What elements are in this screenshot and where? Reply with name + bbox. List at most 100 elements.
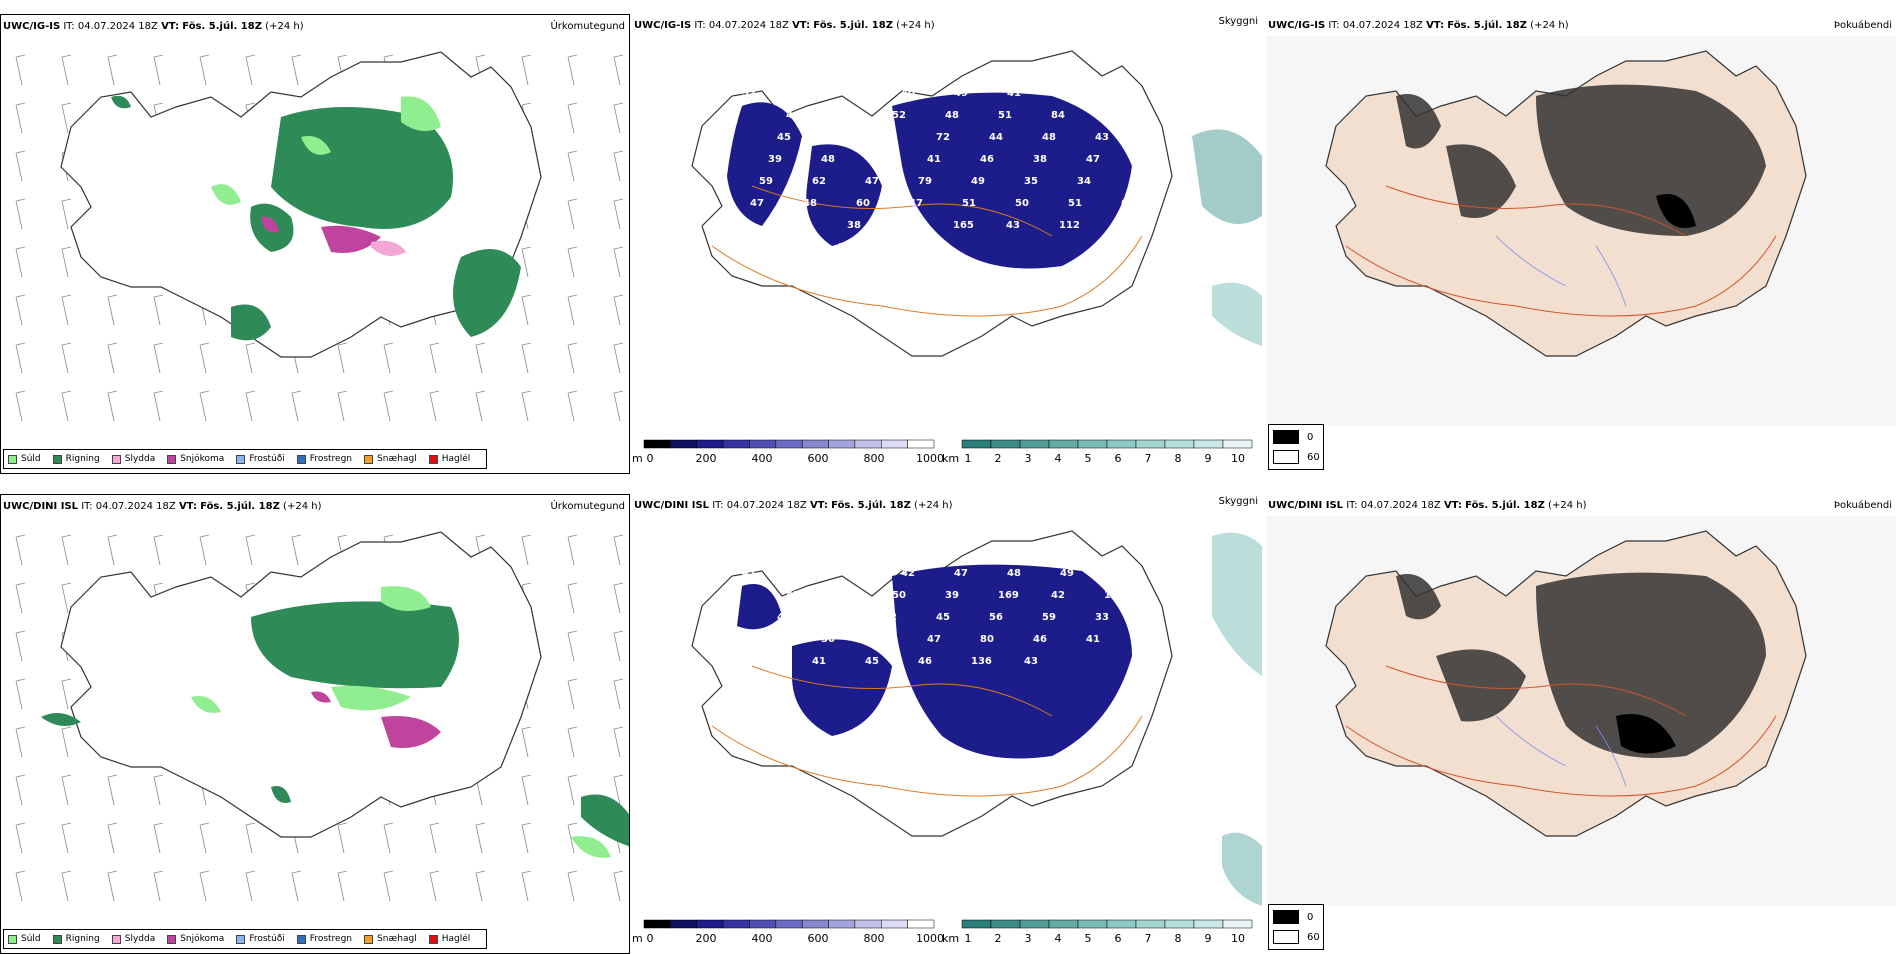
cloud-base-value: 39 <box>945 590 959 601</box>
road-network <box>711 185 1143 317</box>
fog-legend-swatch <box>1273 910 1299 924</box>
cloud-base-value: 43 <box>1006 220 1020 231</box>
wind-barb <box>61 678 72 710</box>
it-label: IT: <box>1346 500 1358 511</box>
cloud-base-value: 84 <box>1051 110 1065 121</box>
colorbar-segment <box>1019 919 1050 929</box>
colorbar-segment <box>1135 439 1166 449</box>
cloud-base-tick: 200 <box>695 452 717 465</box>
visibility-area <box>1222 832 1262 906</box>
cloud-base-value: 44 <box>777 612 791 623</box>
colorbar-segment <box>749 439 777 449</box>
wind-barb <box>337 342 348 374</box>
wind-barb <box>15 294 26 326</box>
fog-index-map <box>1266 36 1896 426</box>
it-value: 04.07.2024 18Z <box>726 500 807 511</box>
cloud-base-value: 136 <box>971 656 992 667</box>
visibility-tick: 10 <box>1231 452 1245 465</box>
colorbar-segment <box>801 439 829 449</box>
fog-legend: 0 60 <box>1268 424 1324 470</box>
wind-barb <box>61 774 72 806</box>
wind-barb <box>475 390 486 422</box>
wind-barb <box>15 102 26 134</box>
low-cloud-areas <box>737 564 1132 759</box>
colorbar-segment <box>1222 439 1253 449</box>
rain-areas <box>41 601 629 847</box>
snow-areas <box>311 691 441 748</box>
low-cloud-areas <box>727 92 1132 269</box>
colorbar-segment <box>801 919 829 929</box>
precip-legend-label: Frostregn <box>309 454 353 464</box>
precip-legend-swatch <box>111 454 121 464</box>
cloud-base-value: 39 <box>768 154 782 165</box>
precip-legend-item: Frostúði <box>236 934 285 944</box>
cloud-base-value: 57 <box>838 242 852 253</box>
visibility-area <box>1212 282 1262 346</box>
wind-barb <box>613 198 624 230</box>
cloud-base-value: 100 <box>1104 110 1125 121</box>
wind-barb <box>15 582 26 614</box>
wind-barb <box>153 390 164 422</box>
colorbar-segment <box>990 439 1021 449</box>
panel-title: Úrkomutegund <box>550 501 625 512</box>
colorbar-segment <box>722 919 750 929</box>
drizzle-areas <box>191 586 611 858</box>
model-name: UWC/IG-IS <box>1268 20 1326 31</box>
wind-barb <box>15 534 26 566</box>
visibility-tick: 6 <box>1114 932 1122 945</box>
colorbar-segment <box>1135 919 1166 929</box>
colorbar-segment <box>1193 439 1224 449</box>
wind-barb <box>613 726 624 758</box>
precip-legend-item: Snjókoma <box>167 934 224 944</box>
cloud-base-value: 33 <box>1095 612 1109 623</box>
wind-barb <box>291 54 302 86</box>
cloud-base-value: 52 <box>1113 88 1127 99</box>
wind-barb <box>337 390 348 422</box>
wind-barb <box>245 534 256 566</box>
cloud-base-value: 56 <box>989 612 1003 623</box>
precip-legend-swatch <box>111 934 121 944</box>
colorbar-segment <box>1019 439 1050 449</box>
wind-barb <box>107 822 118 854</box>
panel-header: UWC/DINI ISL IT: 04.07.2024 18Z VT: Fös.… <box>3 501 321 512</box>
cloud-base-map: 52 49 45 40 49 41 60 52 46 54 52 48 51 84 100 45 43 45 72 4… <box>691 50 1262 357</box>
cloud-base-value: 42 <box>901 568 915 579</box>
precip-legend-swatch <box>8 934 17 944</box>
wind-barb <box>521 342 532 374</box>
visibility-tick: 7 <box>1144 452 1152 465</box>
colorbar-segment <box>881 919 908 929</box>
panel-title: Þokuábendi <box>1833 500 1892 511</box>
precip-legend-swatch <box>236 454 246 464</box>
colorbar-segment <box>990 919 1021 929</box>
cloud-base-value: 51 <box>1068 198 1082 209</box>
cloud-base-value: 45 <box>777 132 791 143</box>
visibility-unit: km <box>942 932 960 945</box>
precip-legend-item: Slydda <box>111 454 155 464</box>
cloud-base-value: 47 <box>742 568 756 579</box>
wind-barb <box>61 246 72 278</box>
visibility-tick: 4 <box>1054 932 1062 945</box>
cloud-base-value: 59 <box>759 176 773 187</box>
cloud-base-value: 45 <box>883 132 897 143</box>
cloud-base-value: 40 <box>901 88 915 99</box>
cloud-base-value: 52 <box>892 110 906 121</box>
wind-barb <box>613 678 624 710</box>
cloud-base-value: 47 <box>909 198 923 209</box>
wind-barb <box>61 870 72 902</box>
wind-barb <box>199 822 210 854</box>
wind-barb <box>15 390 26 422</box>
it-value: 04.07.2024 18Z <box>95 501 176 512</box>
wind-barb <box>107 54 118 86</box>
cloud-base-value: 41 <box>1086 634 1100 645</box>
precip-legend-item: Rigning <box>52 454 100 464</box>
wind-barb <box>61 582 72 614</box>
wind-barb <box>567 630 578 662</box>
cloud-base-value: 45 <box>848 568 862 579</box>
wind-barb <box>15 198 26 230</box>
cloud-base-value: 37 <box>874 154 888 165</box>
cloud-base-value: 72 <box>936 132 950 143</box>
panel-title: Skyggni <box>1218 16 1258 27</box>
panel-title: Skyggni <box>1218 496 1258 507</box>
roads <box>1345 665 1777 797</box>
cloud-base-value: 38 <box>847 220 861 231</box>
